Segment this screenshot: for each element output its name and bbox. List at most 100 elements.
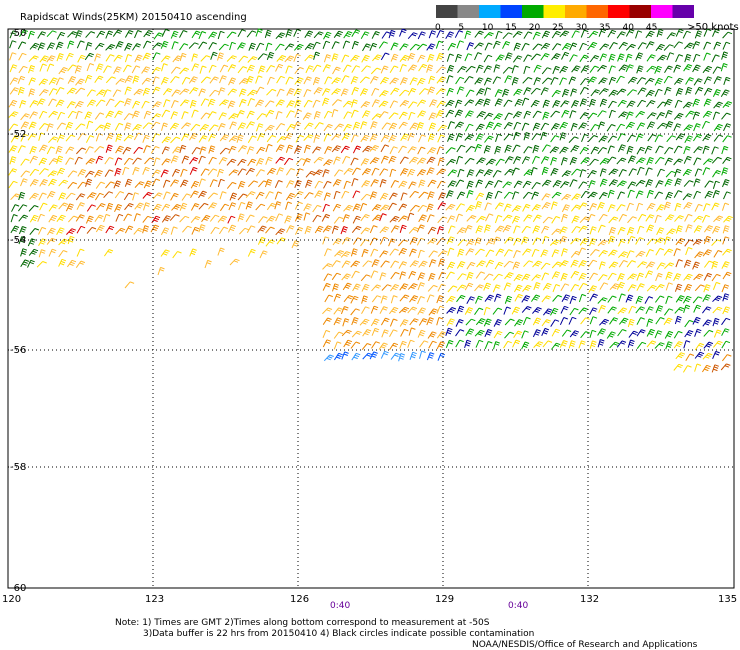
wind-barb (86, 89, 96, 97)
wind-barb (74, 156, 83, 165)
wind-barb (626, 89, 637, 96)
wind-barb (388, 134, 397, 143)
wind-barb (598, 77, 608, 85)
wind-barb (599, 168, 607, 177)
wind-barb (437, 134, 445, 143)
wind-barb (721, 284, 730, 293)
wind-barb (94, 169, 103, 178)
wind-barb (332, 203, 342, 212)
wind-barb (542, 340, 553, 348)
wind-barb (379, 213, 387, 222)
wind-barb (713, 215, 724, 223)
wind-barb (322, 64, 331, 73)
wind-barb (314, 225, 324, 234)
wind-barb (416, 99, 427, 107)
wind-barb (246, 121, 255, 129)
wind-barb (399, 340, 407, 349)
wind-barb (417, 54, 426, 63)
wind-barb (399, 77, 408, 86)
wind-barb (29, 192, 39, 200)
wind-barb (296, 168, 304, 177)
wind-barb (113, 180, 122, 189)
colorbar-tick-label: 40 (622, 23, 634, 33)
wind-barb (702, 145, 710, 154)
wind-barb (381, 329, 389, 338)
wind-barb (191, 30, 201, 39)
wind-barb (514, 98, 523, 107)
wind-barb (112, 29, 123, 37)
wind-barb (379, 236, 388, 245)
wind-barb (29, 146, 37, 155)
lat-label-56: -56 (10, 345, 26, 356)
wind-barb (485, 249, 495, 258)
wind-barb (198, 178, 206, 187)
wind-barb (381, 31, 391, 39)
wind-barb (247, 89, 258, 97)
wind-barb (673, 341, 683, 349)
colorbar-swatch (522, 5, 544, 18)
wind-barb (95, 224, 105, 233)
wind-barb (446, 64, 455, 74)
wind-barb (362, 352, 373, 360)
wind-barb (417, 307, 427, 315)
wind-barb (474, 77, 484, 85)
wind-barb (361, 295, 368, 304)
wind-barb (683, 180, 694, 187)
wind-barb (656, 54, 667, 62)
wind-barb (238, 78, 249, 85)
wind-barb (646, 318, 654, 327)
wind-barb (418, 260, 428, 268)
wind-barb (532, 317, 542, 326)
wind-barb (552, 100, 561, 108)
wind-barb (352, 215, 361, 224)
wind-barb (217, 178, 225, 188)
wind-barb (694, 168, 703, 177)
wind-barb (532, 260, 543, 268)
wind-barb (85, 178, 93, 187)
wind-barb (38, 226, 47, 235)
wind-barb (76, 225, 86, 234)
wind-barb (656, 227, 665, 236)
wind-barb (551, 228, 562, 236)
wind-barb (191, 147, 201, 155)
wind-barb (303, 134, 314, 141)
wind-barb (276, 237, 286, 245)
wind-barb (465, 89, 475, 98)
wind-barb (351, 178, 359, 187)
wind-barb (46, 42, 56, 51)
wind-barb (350, 134, 359, 143)
wind-barb (693, 178, 701, 187)
wind-barb (683, 273, 693, 281)
wind-barb (333, 30, 343, 38)
wind-barb (256, 113, 267, 121)
wind-barb (626, 250, 635, 259)
wind-barb (713, 41, 722, 50)
wind-barb (445, 203, 456, 211)
wind-barb (181, 111, 189, 120)
wind-barb (712, 180, 720, 189)
wind-barb (333, 307, 343, 315)
wind-barb (493, 319, 502, 327)
wind-barb (333, 216, 344, 224)
wind-barb (150, 121, 161, 129)
wind-barb (114, 122, 124, 131)
wind-barb (570, 270, 580, 279)
wind-barb (683, 202, 693, 210)
wind-barb (389, 65, 399, 74)
wind-barb (170, 76, 180, 84)
wind-barb (588, 135, 599, 142)
wind-barb (721, 112, 731, 120)
wind-barb (361, 54, 370, 63)
wind-barb (550, 123, 560, 131)
wind-barb (143, 145, 151, 154)
wind-barb (132, 75, 140, 84)
wind-barb (455, 53, 462, 63)
wind-barb (151, 169, 161, 177)
wind-barb (494, 190, 503, 199)
wind-barb (703, 225, 714, 233)
wind-barb (551, 261, 562, 269)
wind-barb (437, 250, 448, 257)
wind-barb (606, 156, 617, 164)
wind-barb (161, 146, 170, 155)
